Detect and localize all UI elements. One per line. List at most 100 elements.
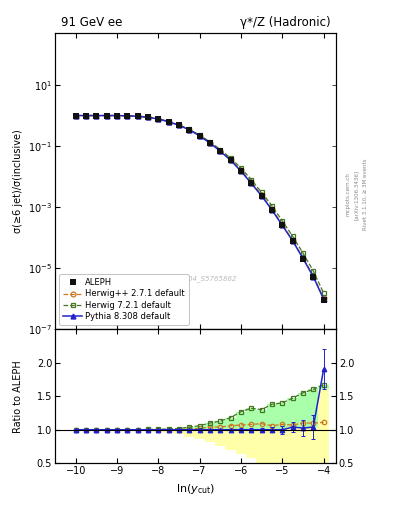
Pythia 8.308 default <box>208 140 212 146</box>
Text: 91 GeV ee: 91 GeV ee <box>61 16 122 29</box>
ALEPH <box>146 114 151 120</box>
Pythia 8.308 default <box>270 207 274 213</box>
Herwig 7.2.1 default <box>73 113 78 119</box>
Pythia 8.308 default <box>218 148 223 154</box>
Pythia 8.308 default <box>249 180 253 186</box>
Herwig++ 2.7.1 default <box>115 113 119 119</box>
ALEPH <box>125 113 130 119</box>
X-axis label: $\ln(y_\mathrm{cut})$: $\ln(y_\mathrm{cut})$ <box>176 482 215 496</box>
ALEPH <box>73 113 78 119</box>
Pythia 8.308 default <box>187 127 192 133</box>
Herwig 7.2.1 default <box>228 155 233 161</box>
Herwig 7.2.1 default <box>176 122 181 128</box>
ALEPH <box>104 113 109 119</box>
Herwig++ 2.7.1 default <box>270 206 274 212</box>
Herwig 7.2.1 default <box>94 113 99 119</box>
Legend: ALEPH, Herwig++ 2.7.1 default, Herwig 7.2.1 default, Pythia 8.308 default: ALEPH, Herwig++ 2.7.1 default, Herwig 7.… <box>59 274 189 325</box>
Herwig++ 2.7.1 default <box>125 113 130 119</box>
Pythia 8.308 default <box>239 168 243 174</box>
Herwig 7.2.1 default <box>280 218 285 224</box>
Herwig++ 2.7.1 default <box>73 113 78 119</box>
Herwig 7.2.1 default <box>84 113 88 119</box>
Pythia 8.308 default <box>321 296 326 302</box>
ALEPH <box>208 140 212 146</box>
Text: γ*/Z (Hadronic): γ*/Z (Hadronic) <box>240 16 331 29</box>
Pythia 8.308 default <box>301 255 305 262</box>
Pythia 8.308 default <box>290 238 295 244</box>
Herwig 7.2.1 default <box>270 203 274 209</box>
Herwig 7.2.1 default <box>249 177 253 183</box>
Pythia 8.308 default <box>197 133 202 139</box>
Y-axis label: σ(≥6 jet)/σ(inclusive): σ(≥6 jet)/σ(inclusive) <box>13 129 23 233</box>
Herwig++ 2.7.1 default <box>146 114 151 120</box>
Herwig 7.2.1 default <box>290 233 295 239</box>
Herwig 7.2.1 default <box>125 113 130 119</box>
Herwig++ 2.7.1 default <box>290 238 295 244</box>
ALEPH <box>290 238 295 244</box>
Herwig++ 2.7.1 default <box>239 167 243 174</box>
Line: ALEPH: ALEPH <box>73 113 327 303</box>
Pythia 8.308 default <box>94 113 99 119</box>
Herwig++ 2.7.1 default <box>228 157 233 163</box>
Herwig 7.2.1 default <box>259 189 264 196</box>
Herwig 7.2.1 default <box>208 139 212 145</box>
Herwig++ 2.7.1 default <box>311 273 316 279</box>
Pythia 8.308 default <box>280 222 285 228</box>
Herwig 7.2.1 default <box>104 113 109 119</box>
Pythia 8.308 default <box>84 113 88 119</box>
Herwig 7.2.1 default <box>187 126 192 133</box>
ALEPH <box>280 222 285 228</box>
ALEPH <box>311 274 316 280</box>
Pythia 8.308 default <box>135 113 140 119</box>
ALEPH <box>187 127 192 133</box>
Herwig++ 2.7.1 default <box>218 147 223 154</box>
ALEPH <box>270 207 274 213</box>
Herwig++ 2.7.1 default <box>301 254 305 261</box>
Pythia 8.308 default <box>228 157 233 163</box>
ALEPH <box>115 113 119 119</box>
Herwig 7.2.1 default <box>197 132 202 138</box>
Herwig 7.2.1 default <box>218 146 223 153</box>
Herwig 7.2.1 default <box>135 113 140 119</box>
Text: mcplots.cern.ch: mcplots.cern.ch <box>345 173 350 217</box>
Herwig++ 2.7.1 default <box>321 295 326 302</box>
Y-axis label: Ratio to ALEPH: Ratio to ALEPH <box>13 360 23 433</box>
Herwig++ 2.7.1 default <box>280 221 285 227</box>
Herwig++ 2.7.1 default <box>187 126 192 133</box>
ALEPH <box>176 122 181 129</box>
Line: Herwig++ 2.7.1 default: Herwig++ 2.7.1 default <box>73 113 326 301</box>
Herwig++ 2.7.1 default <box>104 113 109 119</box>
Pythia 8.308 default <box>115 113 119 119</box>
Text: ALEPH_2004_S5765862: ALEPH_2004_S5765862 <box>154 275 237 282</box>
ALEPH <box>249 180 253 186</box>
ALEPH <box>239 168 243 174</box>
Herwig 7.2.1 default <box>311 268 316 274</box>
ALEPH <box>228 157 233 163</box>
ALEPH <box>135 113 140 119</box>
Line: Pythia 8.308 default: Pythia 8.308 default <box>73 113 326 302</box>
Pythia 8.308 default <box>176 122 181 129</box>
Pythia 8.308 default <box>156 116 161 122</box>
Text: Rivet 3.1.10, ≥ 3M events: Rivet 3.1.10, ≥ 3M events <box>362 159 367 230</box>
Pythia 8.308 default <box>125 113 130 119</box>
Herwig++ 2.7.1 default <box>259 192 264 198</box>
Text: [arXiv:1306.3436]: [arXiv:1306.3436] <box>354 169 359 220</box>
Herwig++ 2.7.1 default <box>249 179 253 185</box>
ALEPH <box>218 148 223 154</box>
Pythia 8.308 default <box>104 113 109 119</box>
ALEPH <box>321 297 326 303</box>
ALEPH <box>156 116 161 122</box>
ALEPH <box>94 113 99 119</box>
Herwig++ 2.7.1 default <box>197 133 202 139</box>
Herwig 7.2.1 default <box>321 290 326 296</box>
Herwig++ 2.7.1 default <box>135 113 140 119</box>
Herwig++ 2.7.1 default <box>176 122 181 129</box>
Herwig++ 2.7.1 default <box>94 113 99 119</box>
Herwig 7.2.1 default <box>166 118 171 124</box>
Pythia 8.308 default <box>259 193 264 199</box>
Herwig++ 2.7.1 default <box>166 119 171 125</box>
Pythia 8.308 default <box>311 273 316 280</box>
ALEPH <box>166 119 171 125</box>
Pythia 8.308 default <box>73 113 78 119</box>
Line: Herwig 7.2.1 default: Herwig 7.2.1 default <box>73 113 326 295</box>
